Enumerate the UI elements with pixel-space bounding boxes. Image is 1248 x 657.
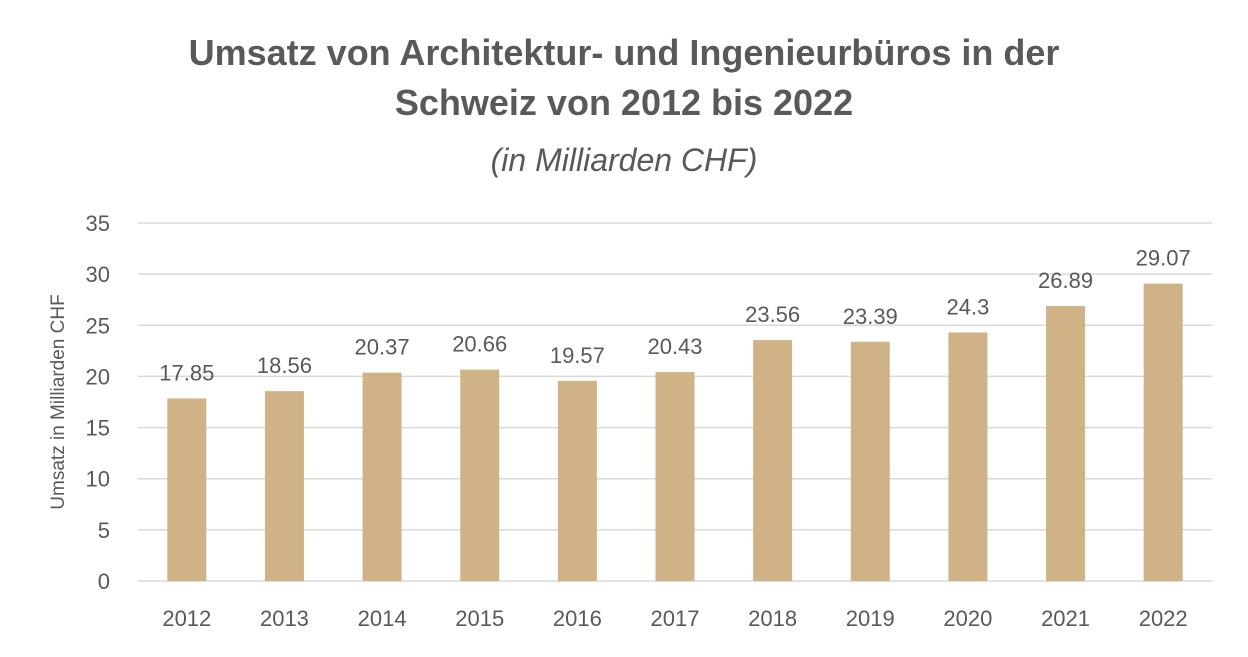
x-tick-label: 2017 <box>651 606 700 631</box>
chart-title-line-1: Umsatz von Architektur- und Ingenieurbür… <box>188 32 1060 73</box>
bar-2018 <box>753 340 793 581</box>
data-label: 24.3 <box>946 294 989 319</box>
y-axis-title: Umsatz in Milliarden CHF <box>48 294 69 509</box>
bar-2017 <box>655 372 695 581</box>
data-label: 20.43 <box>647 334 702 359</box>
bar-2013 <box>264 391 304 581</box>
data-label: 23.39 <box>843 304 898 329</box>
bar-2015 <box>460 369 500 581</box>
bar-2022 <box>1143 283 1183 581</box>
y-tick-label: 30 <box>86 262 110 287</box>
data-label: 26.89 <box>1038 268 1093 293</box>
data-label: 29.07 <box>1136 246 1191 271</box>
bars <box>167 283 1183 581</box>
y-tick-label: 20 <box>86 364 110 389</box>
x-tick-label: 2015 <box>455 606 504 631</box>
data-label: 20.37 <box>355 335 410 360</box>
y-tick-label: 10 <box>86 467 110 492</box>
data-label: 19.57 <box>550 343 605 368</box>
x-tick-label: 2022 <box>1139 606 1188 631</box>
bar-2016 <box>557 380 597 581</box>
data-label: 18.56 <box>257 353 312 378</box>
bar-2021 <box>1046 305 1086 581</box>
x-tick-label: 2014 <box>358 606 407 631</box>
chart-title-line-2: Schweiz von 2012 bis 2022 <box>394 82 854 123</box>
data-label: 17.85 <box>159 360 214 385</box>
x-tick-label: 2012 <box>162 606 211 631</box>
x-tick-label: 2021 <box>1041 606 1090 631</box>
x-tick-label: 2020 <box>943 606 992 631</box>
data-label: 23.56 <box>745 302 800 327</box>
y-tick-label: 25 <box>86 313 110 338</box>
y-tick-label: 5 <box>98 518 110 543</box>
x-tick-label: 2016 <box>553 606 602 631</box>
bar-2020 <box>948 332 988 581</box>
x-tick-label: 2018 <box>748 606 797 631</box>
data-labels: 17.85 18.56 20.37 20.66 19.57 20.43 23.56 23.39… <box>159 246 1190 386</box>
bar-2014 <box>362 372 402 581</box>
y-tick-label: 15 <box>86 416 110 441</box>
data-label: 20.66 <box>452 332 507 357</box>
chart-subtitle: (in Milliarden CHF) <box>490 142 758 178</box>
x-tick-label: 2013 <box>260 606 309 631</box>
bar-2012 <box>167 398 207 581</box>
y-tick-label: 35 <box>86 211 110 236</box>
x-axis-ticks: 2012 2013 2014 2015 2016 2017 2018 2019 2020 2021… <box>162 606 1187 631</box>
bar-2019 <box>850 341 890 581</box>
x-tick-label: 2019 <box>846 606 895 631</box>
chart-title: Umsatz von Architektur- und Ingenieurbür… <box>0 28 1248 128</box>
y-tick-label: 0 <box>98 569 110 594</box>
y-axis-ticks: 0 5 10 15 20 25 30 35 <box>86 211 110 594</box>
